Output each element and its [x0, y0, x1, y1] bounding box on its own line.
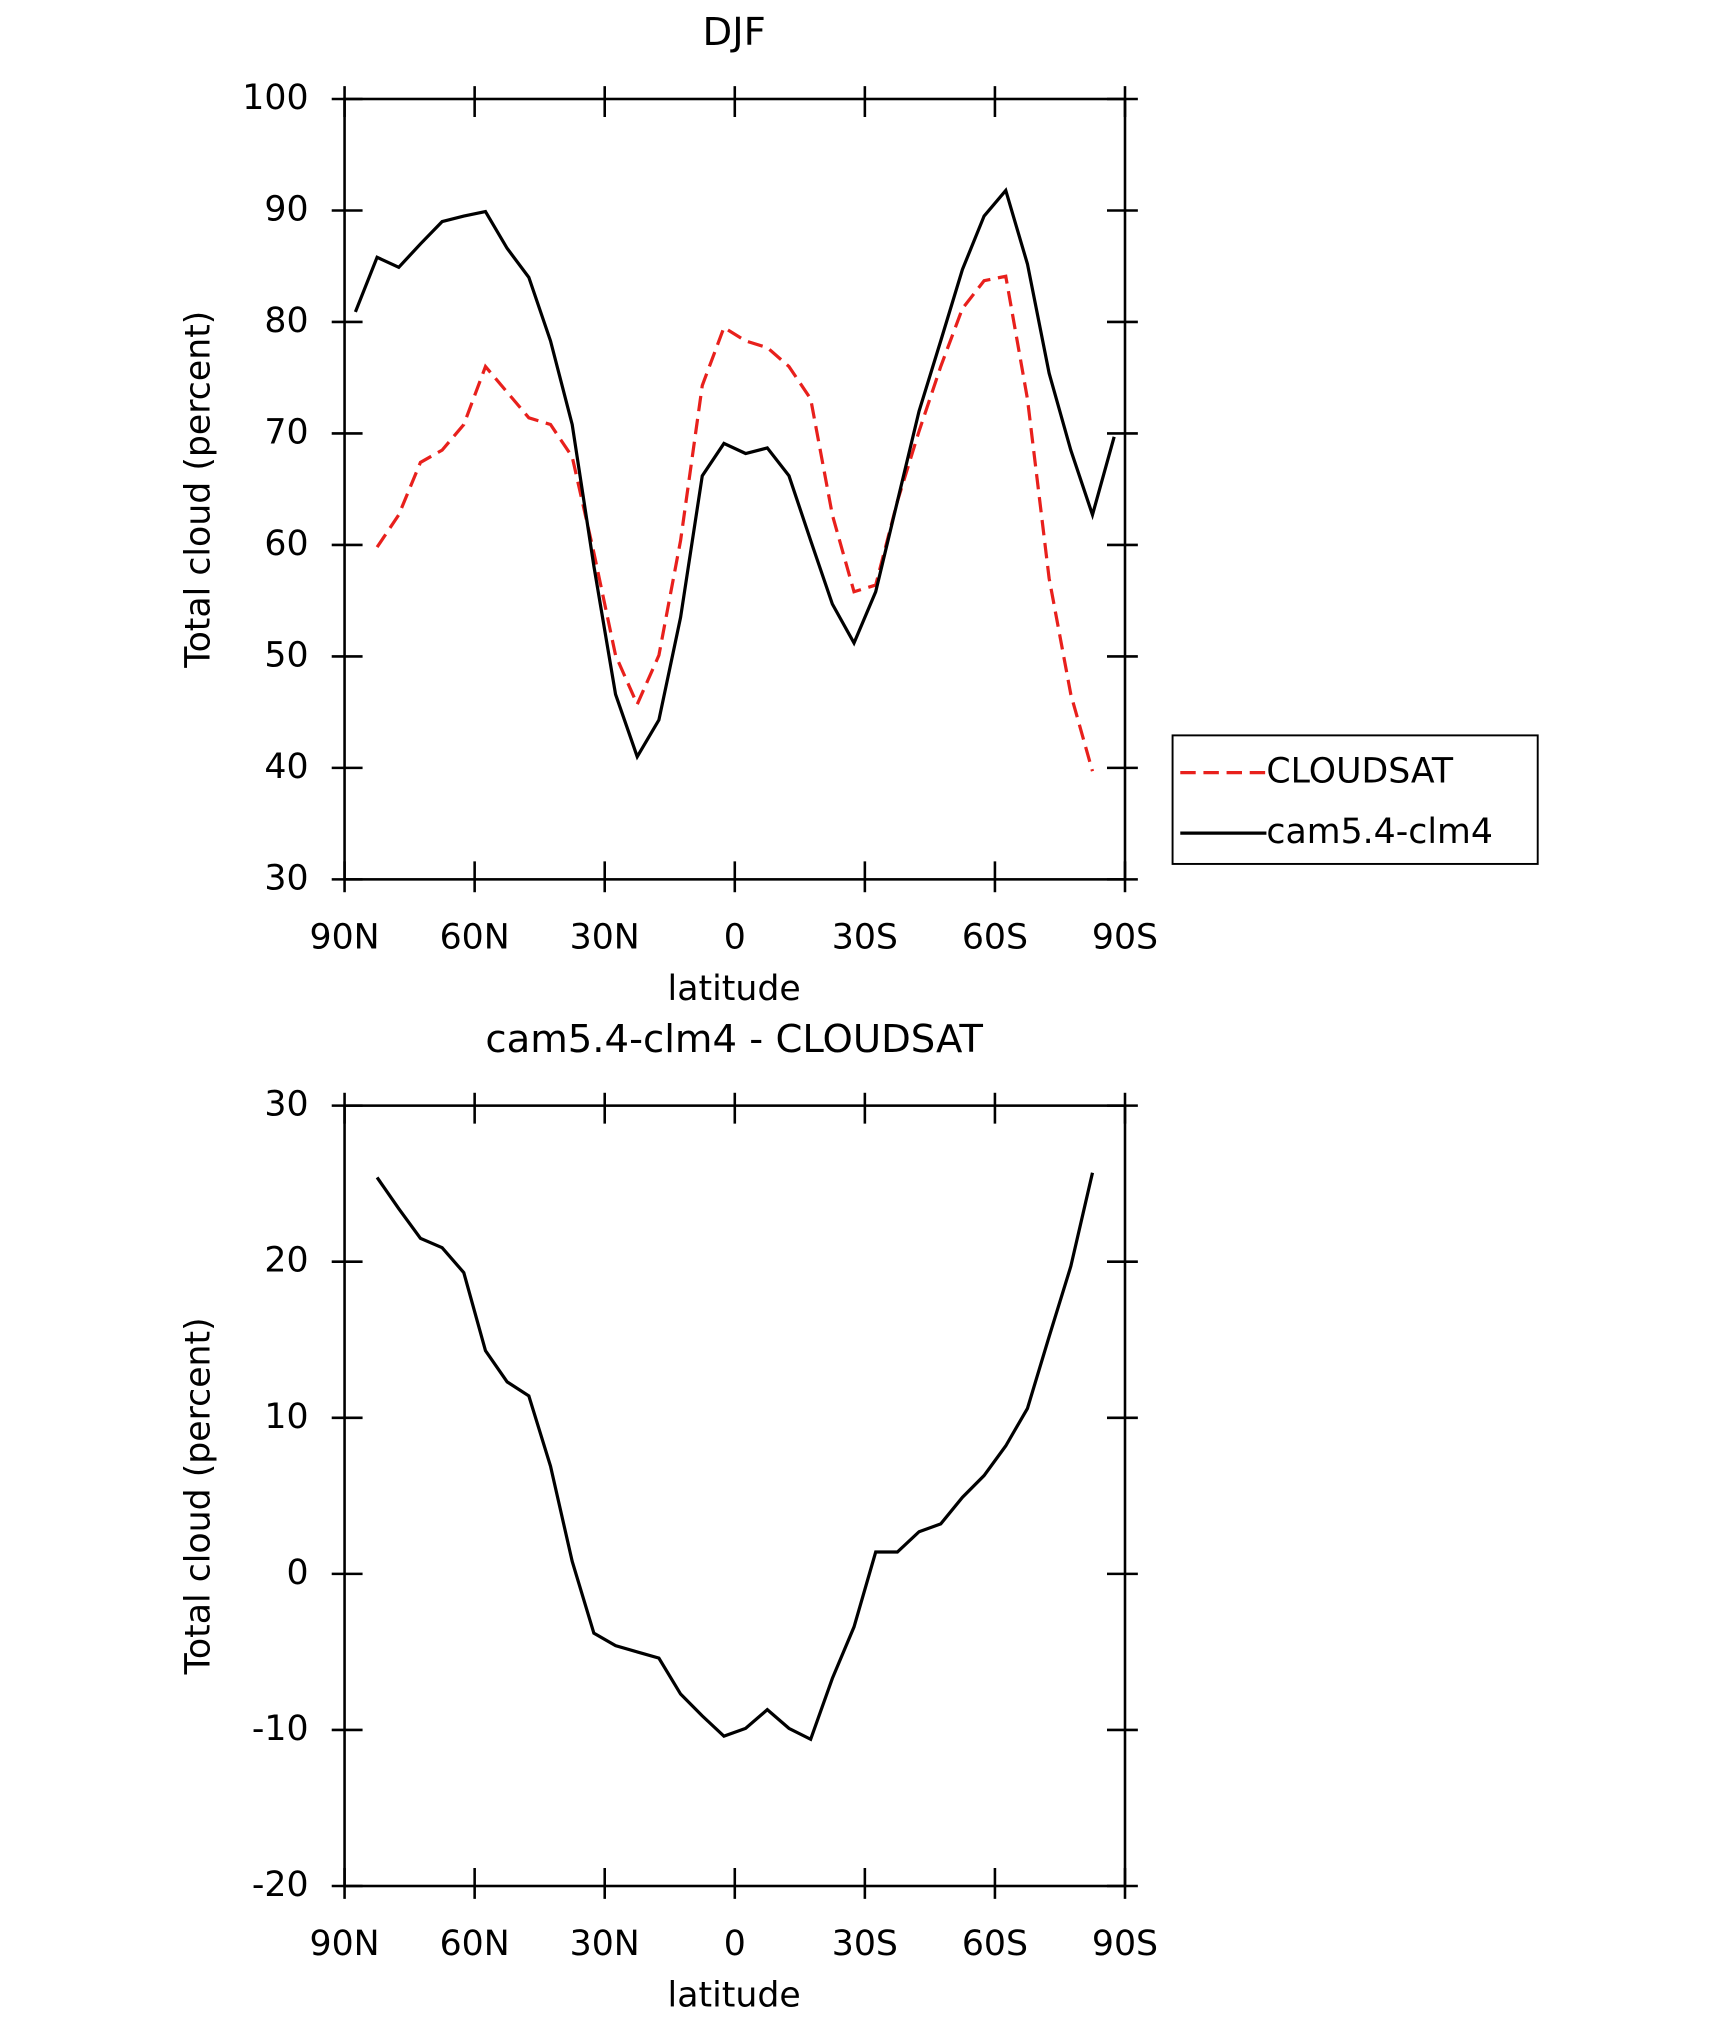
y-tick-label: 60 — [264, 524, 308, 564]
y-tick-label: 90 — [264, 189, 308, 229]
y-tick-label: 10 — [264, 1397, 308, 1437]
x-tick-label: 90N — [310, 918, 380, 958]
x-tick-label: 30S — [832, 918, 898, 958]
series-line — [375, 274, 1095, 772]
x-tick-label: 60N — [440, 1924, 510, 1964]
x-tick-label: 0 — [724, 918, 746, 958]
y-tick-label: 50 — [264, 635, 308, 675]
y-tick-label: 30 — [264, 1085, 308, 1125]
x-tick-label: 90N — [310, 1924, 380, 1964]
x-tick-label: 90S — [1092, 1924, 1158, 1964]
legend-label: CLOUDSAT — [1266, 752, 1453, 792]
y-axis-label: Total cloud (percent) — [178, 1317, 218, 1675]
series-line — [353, 187, 1116, 761]
x-tick-label: 30S — [832, 1924, 898, 1964]
chart-title: cam5.4-clm4 - CLOUDSAT — [485, 1017, 983, 1062]
legend-box — [1171, 734, 1539, 865]
x-axis-label: latitude — [668, 1976, 801, 2016]
x-tick-label: 90S — [1092, 918, 1158, 958]
series-line — [375, 1172, 1095, 1742]
y-tick-label: -10 — [252, 1709, 309, 1749]
plot-frame — [343, 1104, 1127, 1888]
x-tick-label: 60N — [440, 918, 510, 958]
x-tick-label: 30N — [570, 918, 640, 958]
y-tick-label: 70 — [264, 412, 308, 452]
chart-title: DJF — [703, 10, 766, 55]
x-tick-label: 60S — [962, 1924, 1028, 1964]
y-tick-label: 0 — [286, 1553, 308, 1593]
y-tick-label: 100 — [242, 78, 308, 118]
x-tick-label: 0 — [724, 1924, 746, 1964]
y-tick-label: -20 — [252, 1865, 309, 1905]
x-tick-label: 60S — [962, 918, 1028, 958]
y-tick-label: 80 — [264, 301, 308, 341]
x-axis-label: latitude — [668, 969, 801, 1009]
y-axis-label: Total cloud (percent) — [178, 311, 218, 669]
y-tick-label: 40 — [264, 747, 308, 787]
y-tick-label: 20 — [264, 1241, 308, 1281]
legend-label: cam5.4-clm4 — [1266, 812, 1492, 852]
x-tick-label: 30N — [570, 1924, 640, 1964]
y-tick-label: 30 — [264, 858, 308, 898]
